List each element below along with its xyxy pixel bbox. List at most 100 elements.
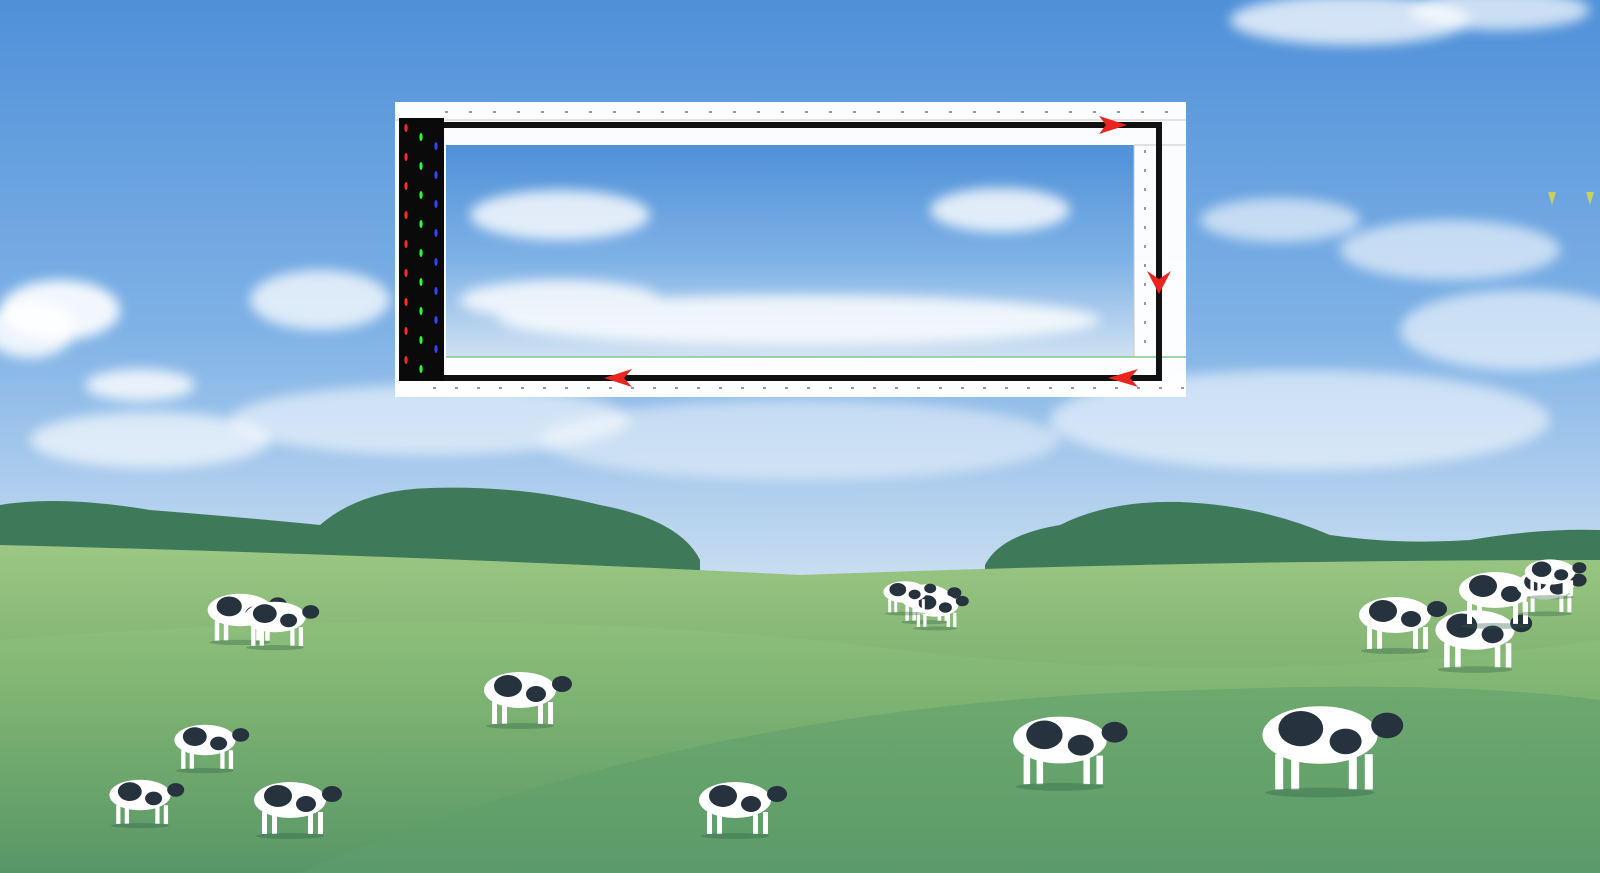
tick: [541, 111, 544, 113]
tick: [517, 111, 520, 113]
led-dot: [419, 133, 423, 141]
led-dot: [404, 269, 408, 277]
tick: [653, 387, 656, 389]
arrow-left-icon: [1108, 369, 1138, 387]
track-path: [441, 122, 1162, 381]
tick: [637, 111, 640, 113]
cow: [109, 779, 185, 829]
tick: [983, 387, 986, 389]
tick: [1141, 111, 1144, 113]
tick: [589, 111, 592, 113]
cow-herd: [109, 559, 1587, 839]
cow: [883, 581, 937, 616]
tick: [1144, 340, 1146, 343]
tick: [499, 387, 502, 389]
cow: [254, 782, 342, 839]
corner-marks: [1548, 192, 1594, 205]
tick: [477, 387, 480, 389]
tick: [1144, 302, 1146, 305]
led-dot: [404, 298, 408, 306]
tick: [469, 111, 472, 113]
tick: [1115, 387, 1118, 389]
tick: [1144, 188, 1146, 191]
tick: [1159, 387, 1162, 389]
tick: [785, 387, 788, 389]
led-dot: [404, 211, 408, 219]
arrow-down-icon: [1147, 271, 1171, 294]
tick: [521, 387, 524, 389]
tick: [1144, 264, 1146, 267]
tick: [757, 111, 760, 113]
tick: [1165, 111, 1168, 113]
cow: [174, 724, 250, 774]
cow: [699, 782, 787, 839]
tick: [895, 387, 898, 389]
tick: [613, 111, 616, 113]
arrow-left-icon-far: [604, 369, 632, 387]
led-dot: [419, 307, 423, 315]
tick: [851, 387, 854, 389]
led-dot: [419, 249, 423, 257]
cow: [244, 601, 320, 651]
tick: [1071, 387, 1074, 389]
tick: [807, 387, 810, 389]
tick: [1117, 111, 1120, 113]
tick: [1144, 150, 1146, 153]
tick: [493, 111, 496, 113]
cow: [1013, 716, 1128, 791]
tick: [939, 387, 942, 389]
led-dot: [404, 240, 408, 248]
tick: [925, 111, 928, 113]
led-dot: [404, 327, 408, 335]
tick: [445, 111, 448, 113]
tick: [901, 111, 904, 113]
led-dot: [434, 171, 438, 179]
tick: [1144, 321, 1146, 324]
tick: [1093, 111, 1096, 113]
tick: [917, 387, 920, 389]
tick: [733, 111, 736, 113]
tick: [1181, 387, 1184, 389]
cow: [484, 672, 572, 729]
grass-hills: [0, 545, 1600, 873]
tick: [1069, 111, 1072, 113]
tick: [877, 111, 880, 113]
led-dot: [434, 142, 438, 150]
led-dot: [419, 278, 423, 286]
tick: [997, 111, 1000, 113]
led-dot: [434, 229, 438, 237]
tick: [973, 111, 976, 113]
tick: [1144, 245, 1146, 248]
led-dot: [404, 356, 408, 364]
led-dot: [404, 153, 408, 161]
tick: [1005, 387, 1008, 389]
tick: [853, 111, 856, 113]
tick: [709, 111, 712, 113]
tick: [1137, 387, 1140, 389]
tick: [829, 387, 832, 389]
led-dot: [419, 191, 423, 199]
cow: [1524, 559, 1587, 600]
tick: [763, 387, 766, 389]
tick: [961, 387, 964, 389]
led-dot: [434, 258, 438, 266]
tick: [631, 387, 634, 389]
led-dot: [434, 200, 438, 208]
tick: [719, 387, 722, 389]
track-widget: [395, 102, 1186, 397]
tick: [455, 387, 458, 389]
tick: [1144, 226, 1146, 229]
led-dots: [404, 124, 438, 373]
cow: [1262, 706, 1404, 798]
tick: [661, 111, 664, 113]
led-dot: [419, 365, 423, 373]
tick: [1144, 207, 1146, 210]
tick: [565, 387, 568, 389]
tick: [675, 387, 678, 389]
led-dot: [434, 345, 438, 353]
ruler-ticks-bottom: [433, 387, 1184, 389]
ruler-ticks-top: [445, 111, 1168, 113]
tick: [1049, 387, 1052, 389]
led-dot: [419, 162, 423, 170]
